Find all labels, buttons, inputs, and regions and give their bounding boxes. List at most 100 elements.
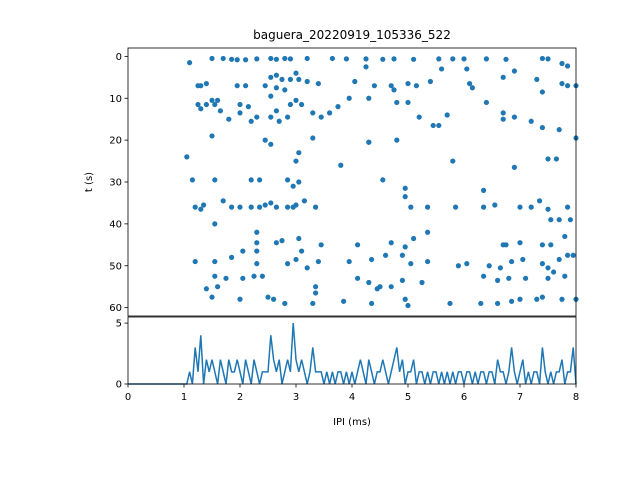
- raster-point: [259, 273, 265, 279]
- raster-point: [380, 177, 386, 183]
- raster-point: [203, 80, 209, 87]
- raster-point: [402, 194, 408, 200]
- raster-point: [388, 284, 394, 290]
- raster-point: [209, 97, 215, 103]
- raster-point: [425, 204, 431, 210]
- raster-point: [285, 204, 291, 210]
- hist-y-tick-label: 5: [116, 319, 122, 330]
- raster-point: [377, 284, 383, 290]
- raster-point: [517, 296, 523, 302]
- hist-x-tick-label: 1: [181, 392, 187, 403]
- raster-point: [262, 137, 268, 143]
- raster-point: [296, 235, 302, 242]
- raster-point: [265, 294, 271, 300]
- raster-point: [245, 104, 251, 110]
- raster-point: [461, 56, 467, 62]
- raster-point: [335, 104, 341, 110]
- raster-point: [495, 300, 501, 307]
- raster-point: [310, 110, 316, 116]
- raster-point: [399, 277, 405, 284]
- raster-point: [187, 60, 193, 66]
- raster-point: [248, 177, 254, 183]
- raster-point: [402, 244, 408, 250]
- raster-point: [203, 101, 209, 108]
- raster-point: [184, 154, 190, 160]
- raster-point: [237, 296, 243, 302]
- raster-point: [268, 141, 274, 147]
- raster-point: [556, 127, 562, 133]
- raster-point: [279, 238, 285, 244]
- raster-point: [304, 55, 310, 62]
- raster-point: [486, 263, 492, 269]
- raster-point: [273, 240, 279, 246]
- raster-point: [212, 258, 218, 265]
- raster-point: [304, 265, 310, 271]
- raster-point: [511, 164, 517, 170]
- hist-x-tick-label: 8: [573, 392, 579, 403]
- raster-point: [240, 275, 246, 281]
- raster-point: [503, 56, 509, 62]
- raster-point: [254, 240, 260, 246]
- raster-point: [399, 252, 405, 258]
- raster-point: [534, 76, 540, 83]
- raster-point: [528, 118, 534, 124]
- raster-point: [293, 97, 299, 103]
- raster-point: [296, 150, 302, 156]
- raster-point: [419, 279, 425, 286]
- raster-point: [570, 252, 576, 258]
- raster-point: [391, 56, 397, 62]
- raster-point: [313, 290, 319, 296]
- raster-point: [209, 55, 215, 62]
- raster-point: [539, 242, 546, 248]
- raster-point: [369, 256, 375, 263]
- raster-points: [184, 55, 579, 309]
- raster-point: [248, 118, 254, 124]
- raster-point: [318, 242, 324, 248]
- raster-point: [545, 275, 551, 281]
- raster-point: [565, 252, 571, 258]
- raster-point: [229, 204, 235, 210]
- raster-point: [299, 248, 305, 254]
- raster-point: [500, 116, 506, 122]
- raster-point: [271, 296, 277, 302]
- raster-point: [363, 64, 369, 70]
- raster-point: [343, 56, 349, 62]
- raster-point: [405, 99, 411, 106]
- raster-point: [416, 114, 422, 120]
- raster-point: [492, 202, 498, 208]
- raster-point: [285, 261, 291, 267]
- raster-point: [201, 202, 207, 208]
- raster-point: [408, 204, 414, 210]
- raster-point: [539, 294, 546, 300]
- raster-point: [203, 286, 209, 292]
- raster-point: [559, 60, 565, 67]
- hist-x-tick-label: 0: [125, 392, 131, 403]
- raster-point: [293, 256, 299, 263]
- raster-y-tick-label: 50: [109, 261, 122, 272]
- raster-point: [329, 55, 335, 62]
- raster-point: [254, 56, 260, 62]
- raster-point: [447, 300, 453, 307]
- raster-point: [464, 66, 470, 72]
- raster-point: [539, 261, 546, 267]
- raster-point: [268, 93, 274, 99]
- raster-point: [282, 55, 288, 62]
- raster-point: [394, 99, 400, 106]
- raster-point: [296, 179, 302, 185]
- hist-x-tick-label: 6: [461, 392, 467, 403]
- raster-point: [500, 110, 506, 116]
- raster-point: [551, 269, 557, 275]
- raster-point: [226, 116, 232, 122]
- raster-point: [545, 156, 551, 162]
- raster-point: [509, 298, 515, 304]
- raster-point: [500, 74, 506, 80]
- raster-point: [282, 300, 288, 307]
- raster-point: [315, 80, 321, 87]
- raster-point: [257, 177, 263, 183]
- raster-point: [276, 118, 282, 124]
- raster-point: [310, 135, 316, 141]
- raster-point: [545, 265, 551, 271]
- raster-point: [366, 139, 372, 145]
- raster-point: [229, 254, 235, 260]
- raster-point: [220, 198, 226, 204]
